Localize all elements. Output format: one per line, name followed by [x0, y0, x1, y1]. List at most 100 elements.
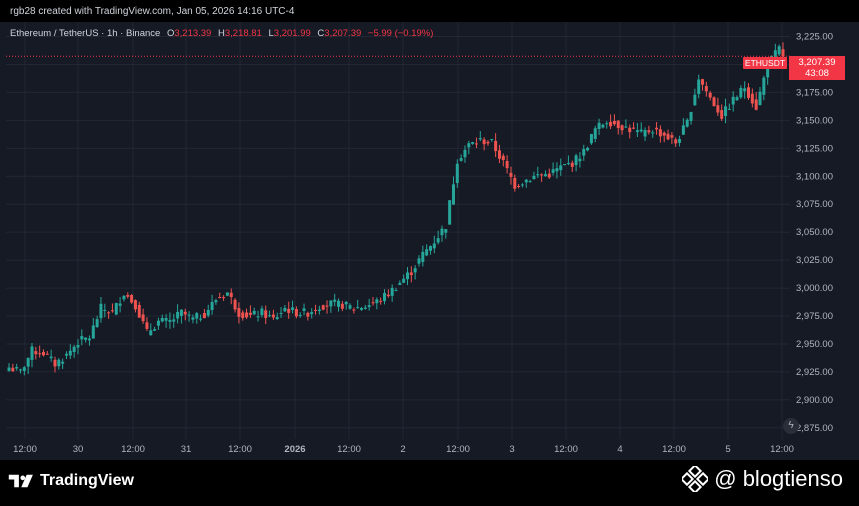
candle-body [187, 314, 191, 316]
candle-body [758, 91, 762, 106]
high-value: 3,218.81 [224, 28, 262, 39]
y-tick-label: 2,900.00 [796, 395, 833, 406]
candle-body [739, 87, 743, 98]
candle-body [352, 309, 356, 311]
candle-body [597, 122, 601, 130]
low-value: 3,201.99 [273, 28, 311, 39]
candle-body [777, 46, 781, 55]
binance-diamond-icon [682, 466, 709, 492]
candle-body [482, 139, 486, 145]
watermark: @ blogtienso [682, 466, 843, 492]
candle-body [256, 316, 260, 318]
x-tick-label: 4 [617, 444, 622, 455]
candle-body [168, 320, 172, 322]
candle-body [639, 129, 643, 132]
candle-body [49, 356, 53, 359]
candle-body [103, 309, 107, 311]
candle-body [122, 295, 126, 300]
y-tick-label: 3,100.00 [796, 171, 833, 182]
candle-body [731, 96, 735, 105]
candle-body [398, 282, 402, 285]
candle-body [547, 173, 551, 178]
candle-body [497, 150, 501, 159]
candle-body [417, 258, 421, 264]
candle-body [701, 79, 705, 85]
candle-body [509, 172, 513, 177]
candle-body [237, 308, 241, 317]
change-value: −5.99 (−0.19%) [367, 28, 434, 39]
x-tick-label: 2 [400, 444, 405, 455]
candle-body [697, 79, 701, 94]
candle-body [444, 229, 448, 233]
candle-body [156, 320, 160, 326]
candle-body [428, 246, 432, 251]
candle-body [15, 367, 19, 369]
candlestick-chart[interactable]: 2,875.00 2,900.00 2,925.00 2,950.00 2,975.00… [0, 22, 859, 460]
candle-body [248, 312, 252, 315]
candle-body [463, 149, 467, 158]
y-tick-label: 2,875.00 [796, 423, 833, 434]
candle-body [505, 160, 509, 169]
candle-body [348, 305, 352, 309]
candle-body [425, 249, 429, 256]
candle-body [743, 88, 747, 92]
candle-body [685, 119, 689, 127]
brand-name: TradingView [40, 472, 134, 489]
candle-body [41, 351, 45, 356]
candle-body [459, 158, 463, 161]
candle-body [126, 294, 130, 297]
candle-body [57, 359, 61, 367]
candle-body [712, 97, 716, 107]
candle-body [750, 93, 754, 104]
candle-body [340, 303, 344, 309]
candle-body [118, 303, 122, 306]
chart-panel[interactable]: 2,875.00 2,900.00 2,925.00 2,950.00 2,975.00… [0, 22, 859, 460]
candle-body [110, 310, 114, 312]
candle-body [298, 314, 302, 316]
candle-body [279, 312, 283, 314]
candle-body [781, 49, 785, 57]
candle-body [386, 294, 390, 297]
candle-body [271, 314, 275, 318]
tradingview-brand[interactable]: TradingView [8, 472, 134, 490]
candle-body [589, 133, 593, 144]
candle-body [76, 345, 80, 348]
candle-body [302, 308, 306, 311]
y-tick-label: 2,975.00 [796, 311, 833, 322]
candle-body [467, 143, 471, 148]
candle-body [582, 148, 586, 156]
candle-body [214, 300, 218, 303]
candle-body [405, 272, 409, 280]
candle-body [164, 318, 168, 321]
x-tick-label: 12:00 [337, 444, 361, 455]
candle-body [647, 130, 651, 133]
candle-body [520, 184, 524, 186]
x-tick-label: 12:00 [121, 444, 145, 455]
candle-body [153, 329, 157, 331]
x-tick-label: 2026 [284, 444, 305, 455]
top-caption: rgb28 created with TradingView.com, Jan … [10, 6, 295, 17]
lightning-icon[interactable]: ϟ [783, 418, 799, 434]
candle-body [735, 97, 739, 101]
candle-body [563, 164, 567, 166]
candle-body [754, 99, 758, 110]
candle-body [643, 130, 647, 137]
candle-body [513, 177, 517, 189]
candle-body [252, 310, 256, 315]
y-tick-label: 3,075.00 [796, 199, 833, 210]
candle-body [229, 292, 233, 298]
bar-countdown: 43:08 [805, 68, 829, 79]
candle-body [662, 132, 666, 136]
candle-body [325, 305, 329, 307]
candle-body [137, 304, 141, 318]
y-tick-label: 3,025.00 [796, 255, 833, 266]
candle-body [337, 300, 341, 307]
candle-body [651, 132, 655, 134]
candle-body [7, 367, 11, 371]
candle-body [574, 155, 578, 166]
candle-body [517, 186, 521, 188]
candle-body [202, 313, 206, 319]
candle-body [183, 311, 187, 315]
y-tick-label: 2,925.00 [796, 367, 833, 378]
y-tick-label: 3,000.00 [796, 283, 833, 294]
